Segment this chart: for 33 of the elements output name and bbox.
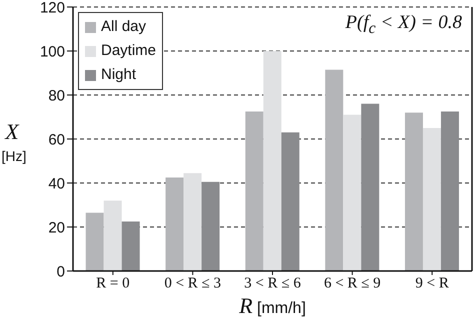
y-tick-label: 120	[40, 0, 65, 16]
y-tick-label: 100	[40, 43, 65, 60]
x-tick-label: 0 < R ≤ 3	[164, 276, 222, 292]
annotation: P(f$_{c}$ < X) = 0.8	[345, 12, 462, 38]
y-tick-label: 20	[48, 219, 65, 236]
legend-label: All day	[100, 17, 148, 37]
bar	[404, 112, 423, 271]
bar	[122, 222, 140, 271]
bar	[184, 173, 202, 271]
y-axis-title: X [Hz]	[2, 119, 26, 164]
x-tick-label: 6 < R ≤ 9	[324, 276, 381, 292]
legend-label: Daytime	[100, 41, 156, 61]
bar	[422, 128, 441, 271]
x-axis-title: R [mm/h]	[238, 293, 306, 318]
y-tick-label: 80	[48, 87, 65, 104]
bar	[245, 112, 264, 271]
bar	[104, 200, 122, 271]
legend-label: Night	[100, 65, 138, 85]
bar	[202, 182, 220, 271]
bar	[440, 112, 459, 271]
bar	[343, 114, 362, 271]
bar	[325, 70, 344, 271]
bar	[86, 212, 104, 271]
y-tick-label: 40	[48, 175, 65, 192]
bar	[263, 51, 282, 271]
bar	[281, 132, 300, 271]
x-tick-label: 9 < R	[415, 276, 449, 292]
y-tick-label: 0	[56, 263, 65, 280]
x-tick-label: R = 0	[96, 276, 130, 292]
bar	[166, 178, 184, 271]
bar	[361, 104, 380, 271]
y-tick-label: 60	[48, 131, 65, 148]
x-tick-label: 3 < R ≤ 6	[244, 276, 302, 292]
